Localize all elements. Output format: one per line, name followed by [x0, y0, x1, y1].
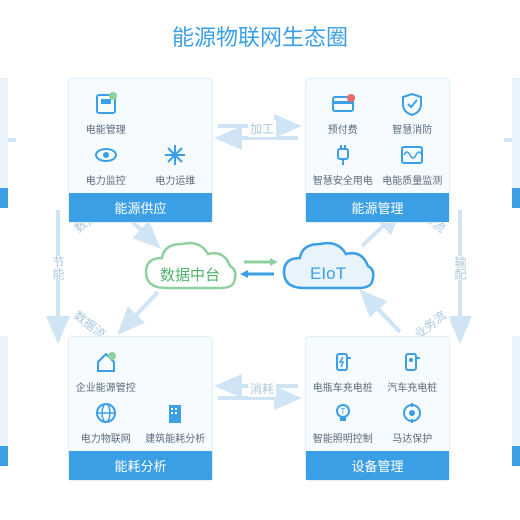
card-title: 能源管理 [306, 193, 449, 222]
cell: 电瓶车充电桩 [312, 347, 374, 394]
cell-label: 智慧安全用电 [313, 172, 373, 187]
meter-icon [91, 89, 121, 119]
cell: 预付费 [312, 89, 374, 136]
card-icon [328, 89, 358, 119]
cell: 汽车充电桩 [382, 347, 444, 394]
cloud-left-text: 数据中台 [140, 264, 240, 285]
cell: 电力监控 [75, 140, 137, 187]
label-top: 加工 [248, 120, 276, 137]
page-title: 能源物联网生态圈 [0, 0, 520, 62]
cell: 马达保护 [382, 398, 444, 445]
plug-icon [328, 140, 358, 170]
card-tr: 预付费 智慧消防智慧安全用电电能质量监测能源管理 [305, 78, 450, 223]
carcharge-icon [397, 347, 427, 377]
card-bl: 企业能源管控电力物联网建筑能耗分析能耗分析 [68, 336, 213, 481]
cloud-right-text: EIoT [278, 264, 378, 284]
cell: 智慧消防 [382, 89, 444, 136]
cell: 电力物联网 [75, 398, 137, 445]
cell: 建筑能耗分析 [145, 398, 207, 445]
edge-box-right-bot [512, 336, 520, 466]
building-icon [160, 398, 190, 428]
cell: T 智能照明控制 [312, 398, 374, 445]
cell: 电能管理 [75, 89, 137, 136]
card-tl: 电能管理电力监控 电力运维能源供应 [68, 78, 213, 223]
cell-label: 电能管理 [86, 121, 126, 136]
house-icon [91, 347, 121, 377]
diagram-stage: 加工 消耗 数据流 数据流 节能 业务流 业务流 输配 数据中台 EIoT 电能… [0, 60, 520, 520]
card-title: 能耗分析 [69, 451, 212, 480]
wave-icon [397, 140, 427, 170]
label-bottom: 消耗 [248, 380, 276, 397]
shield-icon [397, 89, 427, 119]
cell-label: 智慧消防 [392, 121, 432, 136]
cell: 智慧安全用电 [312, 140, 374, 187]
edge-box-left-top [0, 78, 8, 208]
edge-box-left-bot [0, 336, 8, 466]
cell: 电力运维 [145, 140, 207, 187]
cell-label: 建筑能耗分析 [145, 430, 205, 445]
cell-label: 电力监控 [86, 172, 126, 187]
card-title: 能源供应 [69, 193, 212, 222]
evcharge-icon [328, 347, 358, 377]
cell-label: 电力运维 [155, 172, 195, 187]
snow-icon [160, 140, 190, 170]
cell: 企业能源管控 [75, 347, 137, 394]
cell-label: 电力物联网 [81, 430, 131, 445]
cell-label: 电能质量监测 [382, 172, 442, 187]
bulb-icon: T [328, 398, 358, 428]
cell-label: 汽车充电桩 [387, 379, 437, 394]
label-right-v: 输配 [450, 256, 471, 280]
cloud-right: EIoT [278, 236, 378, 298]
cell-label: 智能照明控制 [313, 430, 373, 445]
cell [145, 347, 207, 394]
cell-label: 电瓶车充电桩 [313, 379, 373, 394]
cell [145, 89, 207, 136]
cloud-left: 数据中台 [140, 236, 240, 298]
eye-icon [91, 140, 121, 170]
svg-text:T: T [340, 407, 345, 416]
card-br: 电瓶车充电桩汽车充电桩 T 智能照明控制 马达保护设备管理 [305, 336, 450, 481]
grid-icon [91, 398, 121, 428]
edge-box-right-top [512, 78, 520, 208]
cell-label: 马达保护 [392, 430, 432, 445]
card-title: 设备管理 [306, 451, 449, 480]
cell-label: 预付费 [328, 121, 358, 136]
cell-label: 企业能源管控 [76, 379, 136, 394]
label-left-v: 节能 [48, 256, 69, 280]
motor-icon [397, 398, 427, 428]
cell: 电能质量监测 [382, 140, 444, 187]
